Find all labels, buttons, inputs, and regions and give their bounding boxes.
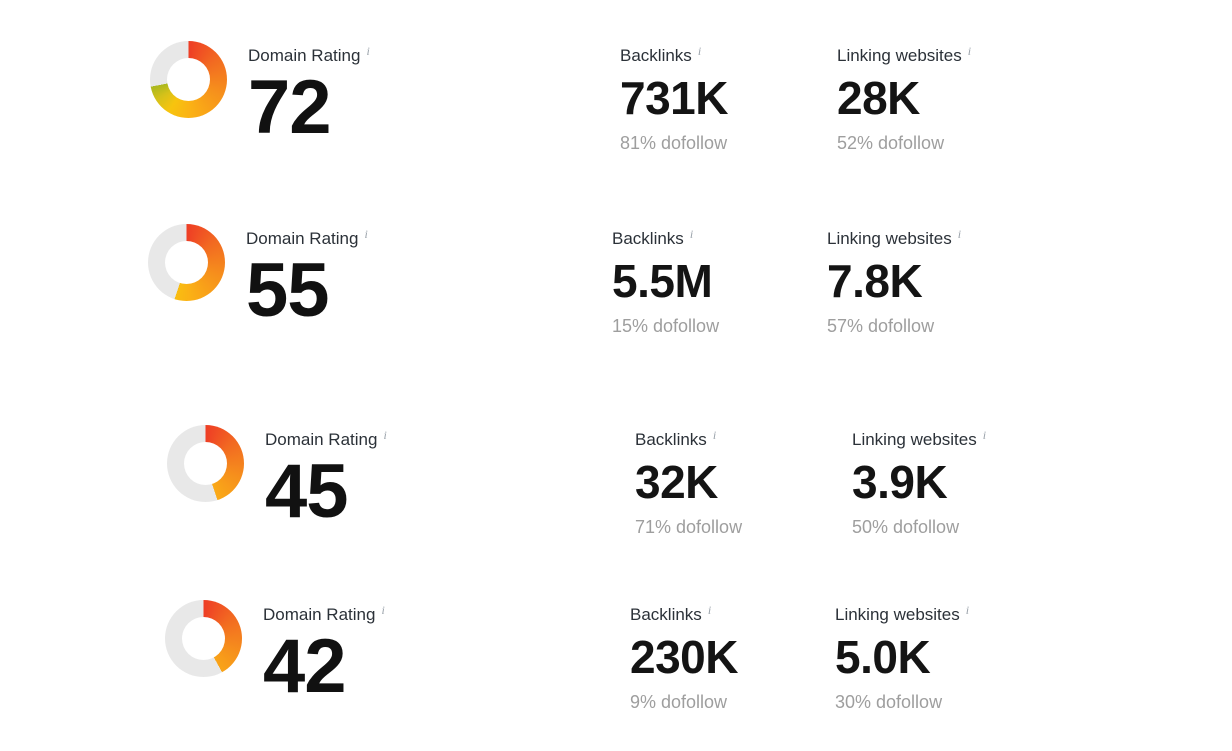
domain-rating-label: Domain Rating i xyxy=(263,599,523,626)
linking-websites-value: 3.9K xyxy=(852,456,948,508)
domain-rating-value: 45 xyxy=(265,449,349,534)
linking-websites-value: 7.8K xyxy=(827,255,923,307)
domain-rating-label: Domain Rating i xyxy=(246,223,506,250)
gauge-hole xyxy=(165,241,208,284)
linking-websites-metric: Linking websites i 3.9K 50% dofollow xyxy=(852,424,1062,538)
domain-rating-group: Domain Rating i 45 xyxy=(167,424,387,530)
backlinks-dofollow: 9% dofollow xyxy=(630,692,728,712)
domain-rating-value: 42 xyxy=(263,624,347,709)
domain-rating-text: Domain Rating i 72 xyxy=(248,40,508,146)
linking-websites-label: Linking websites i xyxy=(852,424,1062,451)
info-icon[interactable]: i xyxy=(967,44,972,58)
backlinks-label: Backlinks i xyxy=(612,223,822,250)
linking-websites-label-text: Linking websites xyxy=(852,430,977,449)
info-icon[interactable]: i xyxy=(707,603,712,617)
backlinks-label: Backlinks i xyxy=(635,424,845,451)
linking-websites-dofollow: 52% dofollow xyxy=(837,133,945,153)
linking-websites-dofollow: 50% dofollow xyxy=(852,517,960,537)
domain-metrics-card: Domain Rating i 42 Backlinks i 230K 9% dof… xyxy=(0,599,1232,751)
domain-rating-gauge xyxy=(165,600,242,677)
info-icon[interactable]: i xyxy=(697,44,702,58)
linking-websites-label: Linking websites i xyxy=(827,223,1037,250)
linking-websites-value: 5.0K xyxy=(835,631,931,683)
backlinks-label: Backlinks i xyxy=(630,599,840,626)
gauge-hole xyxy=(184,442,227,485)
linking-websites-metric: Linking websites i 7.8K 57% dofollow xyxy=(827,223,1037,337)
info-icon[interactable]: i xyxy=(366,44,370,58)
backlinks-value: 32K xyxy=(635,456,718,508)
backlinks-metric: Backlinks i 230K 9% dofollow xyxy=(630,599,840,713)
domain-metrics-card: Domain Rating i 72 Backlinks i 731K 81% do… xyxy=(0,40,1232,205)
backlinks-label-text: Backlinks xyxy=(630,605,702,624)
linking-websites-label: Linking websites i xyxy=(835,599,1045,626)
backlinks-value: 230K xyxy=(630,631,738,683)
backlinks-label-text: Backlinks xyxy=(635,430,707,449)
linking-websites-label-text: Linking websites xyxy=(835,605,960,624)
domain-rating-gauge xyxy=(167,425,244,502)
backlinks-metric: Backlinks i 731K 81% dofollow xyxy=(620,40,830,154)
domain-metrics-card: Domain Rating i 45 Backlinks i 32K 71% dof… xyxy=(0,424,1232,589)
backlinks-dofollow: 15% dofollow xyxy=(612,316,720,336)
domain-rating-value: 55 xyxy=(246,248,330,333)
backlinks-dofollow: 81% dofollow xyxy=(620,133,728,153)
domain-rating-label-text: Domain Rating xyxy=(246,229,359,248)
domain-metrics-card: Domain Rating i 55 Backlinks i 5.5M 15% do… xyxy=(0,223,1232,388)
domain-rating-label: Domain Rating i xyxy=(265,424,525,451)
backlinks-metric: Backlinks i 5.5M 15% dofollow xyxy=(612,223,822,337)
domain-rating-gauge xyxy=(148,224,225,301)
domain-rating-group: Domain Rating i 72 xyxy=(150,40,370,146)
info-icon[interactable]: i xyxy=(712,428,717,442)
domain-rating-value: 72 xyxy=(248,65,332,150)
linking-websites-dofollow: 57% dofollow xyxy=(827,316,935,336)
linking-websites-label-text: Linking websites xyxy=(827,229,952,248)
linking-websites-label: Linking websites i xyxy=(837,40,1047,67)
info-icon[interactable]: i xyxy=(383,428,387,442)
linking-websites-dofollow: 30% dofollow xyxy=(835,692,943,712)
backlinks-value: 5.5M xyxy=(612,255,713,307)
linking-websites-value: 28K xyxy=(837,72,920,124)
linking-websites-label-text: Linking websites xyxy=(837,46,962,65)
backlinks-label-text: Backlinks xyxy=(612,229,684,248)
domain-rating-group: Domain Rating i 42 xyxy=(165,599,385,705)
info-icon[interactable]: i xyxy=(965,603,970,617)
domain-rating-group: Domain Rating i 55 xyxy=(148,223,368,329)
linking-websites-metric: Linking websites i 28K 52% dofollow xyxy=(837,40,1047,154)
info-icon[interactable]: i xyxy=(982,428,987,442)
domain-rating-gauge xyxy=(150,41,227,118)
domain-rating-label-text: Domain Rating xyxy=(248,46,361,65)
backlinks-value: 731K xyxy=(620,72,728,124)
info-icon[interactable]: i xyxy=(364,227,368,241)
backlinks-dofollow: 71% dofollow xyxy=(635,517,743,537)
info-icon[interactable]: i xyxy=(689,227,694,241)
info-icon[interactable]: i xyxy=(957,227,962,241)
domain-rating-label: Domain Rating i xyxy=(248,40,508,67)
gauge-hole xyxy=(182,617,225,660)
backlinks-metric: Backlinks i 32K 71% dofollow xyxy=(635,424,845,538)
domain-rating-text: Domain Rating i 42 xyxy=(263,599,523,705)
domain-rating-text: Domain Rating i 55 xyxy=(246,223,506,329)
backlinks-label-text: Backlinks xyxy=(620,46,692,65)
domain-rating-label-text: Domain Rating xyxy=(265,430,378,449)
domain-rating-label-text: Domain Rating xyxy=(263,605,376,624)
gauge-hole xyxy=(167,58,210,101)
info-icon[interactable]: i xyxy=(381,603,385,617)
linking-websites-metric: Linking websites i 5.0K 30% dofollow xyxy=(835,599,1045,713)
backlinks-label: Backlinks i xyxy=(620,40,830,67)
domain-rating-text: Domain Rating i 45 xyxy=(265,424,525,530)
